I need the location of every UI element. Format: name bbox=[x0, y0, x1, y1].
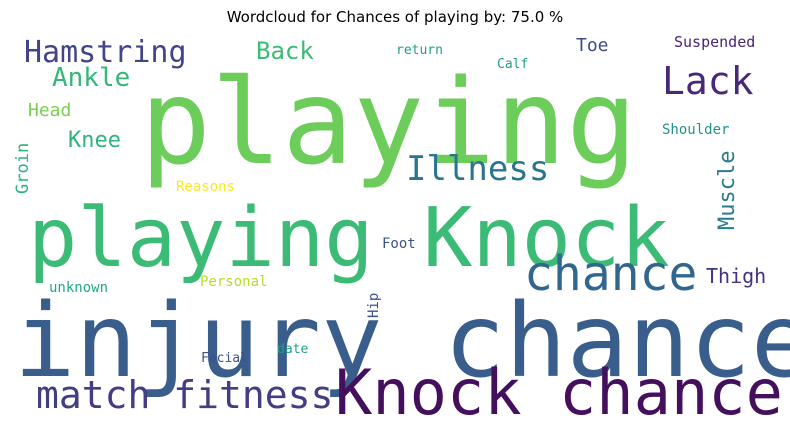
word-personal: Personal bbox=[200, 274, 267, 290]
word-match-fitness: match fitness bbox=[36, 373, 333, 417]
word-hamstring: Hamstring bbox=[24, 35, 187, 70]
word-return: return bbox=[396, 43, 443, 58]
word-groin: Groin bbox=[13, 143, 33, 194]
word-ankle: Ankle bbox=[52, 63, 130, 93]
word-suspended: Suspended bbox=[674, 33, 755, 51]
word-playing-knock: playing Knock bbox=[28, 191, 670, 286]
chart-title: Wordcloud for Chances of playing by: 75.… bbox=[226, 8, 564, 26]
word-knee: Knee bbox=[68, 128, 121, 153]
word-facial: Facial bbox=[201, 351, 248, 366]
word-knock-chance: Knock chance bbox=[335, 356, 783, 427]
word-shoulder: Shoulder bbox=[662, 122, 729, 138]
word-reasons: Reasons bbox=[176, 179, 235, 195]
word-playing: playing bbox=[140, 53, 637, 191]
word-illness: Illness bbox=[406, 149, 549, 189]
word-toe: Toe bbox=[576, 35, 609, 56]
word-back: Back bbox=[256, 37, 314, 65]
word-calf: Calf bbox=[497, 57, 528, 72]
word-thigh: Thigh bbox=[706, 264, 766, 288]
word-head: Head bbox=[28, 100, 71, 121]
word-injury-chance: injury chance bbox=[14, 282, 790, 401]
word-muscle: Muscle bbox=[715, 151, 740, 230]
word-date: date bbox=[277, 342, 308, 357]
word-hip: Hip bbox=[366, 293, 382, 318]
word-chance: chance bbox=[524, 246, 697, 302]
word-unknown: unknown bbox=[49, 280, 108, 296]
word-lack: Lack bbox=[662, 59, 754, 103]
word-foot: Foot bbox=[382, 236, 416, 252]
